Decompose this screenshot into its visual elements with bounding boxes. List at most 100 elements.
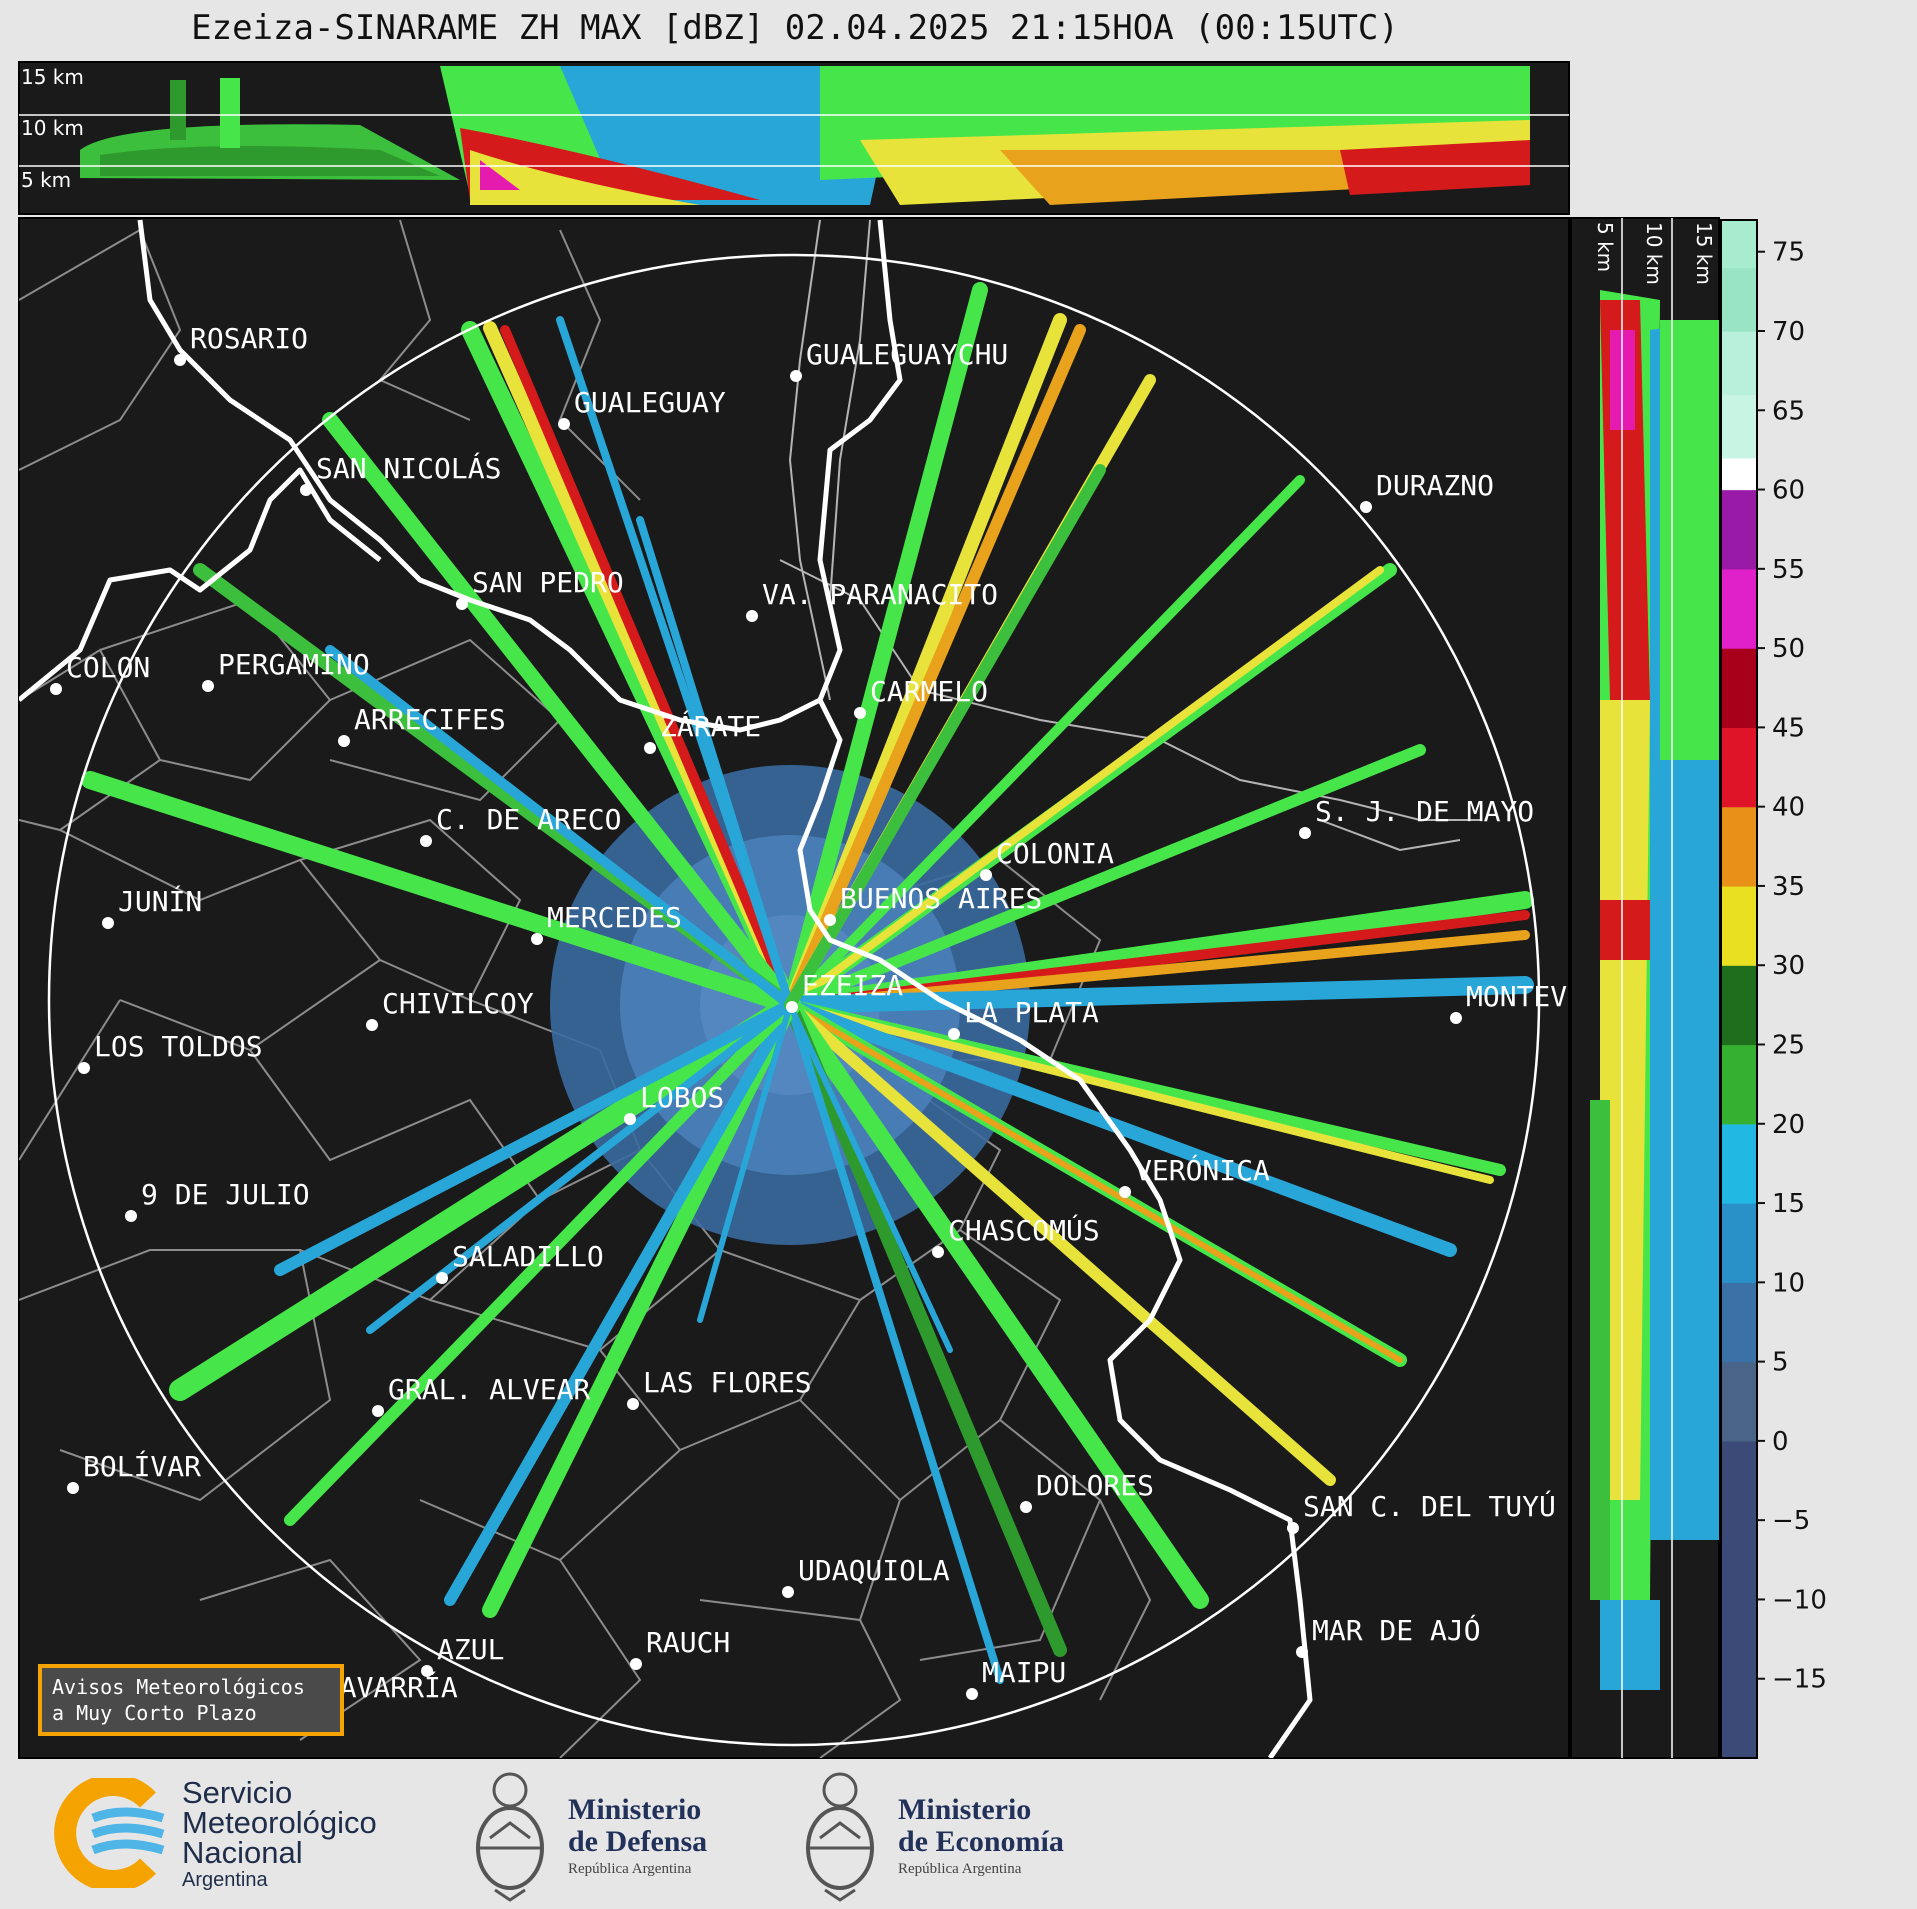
city-marker: DOLORES bbox=[1020, 1469, 1154, 1513]
colorbar-band bbox=[1721, 1583, 1757, 1601]
city-label: EZEIZA bbox=[802, 969, 903, 1002]
top-cross-section-panel: 15 km 10 km 5 km bbox=[18, 61, 1570, 215]
city-marker: SAN NICOLÁS bbox=[300, 451, 501, 496]
defensa-line3: República Argentina bbox=[568, 1861, 692, 1877]
colorbar-band bbox=[1721, 759, 1757, 776]
city-marker: EZEIZA bbox=[786, 969, 903, 1013]
defensa-line1: Ministerio bbox=[568, 1793, 702, 1826]
avisos-line2: a Muy Corto Plazo bbox=[52, 1701, 257, 1725]
colorbar-band bbox=[1721, 1298, 1757, 1315]
city-label: DOLORES bbox=[1036, 1469, 1154, 1502]
city-dot bbox=[790, 370, 802, 382]
economia-line3: República Argentina bbox=[898, 1861, 1022, 1877]
city-dot bbox=[436, 1272, 448, 1284]
city-marker: 9 DE JULIO bbox=[125, 1178, 310, 1222]
colorbar-band bbox=[1721, 1742, 1757, 1759]
economia-seal-icon bbox=[800, 1768, 880, 1907]
colorbar-band bbox=[1721, 1393, 1757, 1410]
city-marker: BUENOS AIRES bbox=[824, 882, 1042, 926]
city-dot bbox=[1360, 501, 1372, 513]
city-dot bbox=[980, 869, 992, 881]
top-altitude-label: 10 km bbox=[21, 116, 84, 140]
smn-line1: Servicio bbox=[182, 1775, 293, 1810]
city-dot bbox=[932, 1246, 944, 1258]
city-marker: ARRECIFES bbox=[338, 703, 506, 747]
colorbar-band bbox=[1721, 267, 1757, 285]
city-label: LOBOS bbox=[640, 1081, 724, 1114]
defensa-line2: de Defensa bbox=[568, 1825, 708, 1858]
city-dot bbox=[1296, 1646, 1308, 1658]
colorbar-tick-label: −5 bbox=[1772, 1506, 1810, 1536]
city-marker: GUALEGUAYCHU bbox=[790, 338, 1008, 382]
colorbar-band bbox=[1721, 299, 1757, 316]
colorbar-tick-label: 50 bbox=[1772, 634, 1805, 664]
city-label: MERCEDES bbox=[547, 901, 682, 934]
colorbar-band bbox=[1721, 505, 1757, 522]
city-marker: SAN C. DEL TUYÚ bbox=[1287, 1489, 1556, 1534]
colorbar-band bbox=[1721, 1187, 1757, 1204]
colorbar-band bbox=[1721, 1726, 1757, 1743]
colorbar-band bbox=[1721, 1107, 1757, 1125]
city-marker: RAUCH bbox=[630, 1626, 730, 1670]
side-cross-section-echoes bbox=[1590, 290, 1719, 1690]
side-altitude-label: 15 km bbox=[1692, 222, 1716, 285]
city-label: 9 DE JULIO bbox=[141, 1178, 310, 1211]
city-label: ROSARIO bbox=[190, 322, 308, 355]
colorbar-band bbox=[1721, 1092, 1757, 1109]
city-dot bbox=[824, 914, 836, 926]
city-dot bbox=[1119, 1186, 1131, 1198]
colorbar-band bbox=[1721, 410, 1757, 427]
range-ring bbox=[47, 253, 1541, 1747]
city-dot bbox=[1287, 1522, 1299, 1534]
city-dot bbox=[1450, 1012, 1462, 1024]
city-label: VA. PARANACITO bbox=[762, 578, 998, 611]
colorbar-tick-label: 35 bbox=[1772, 872, 1805, 902]
city-label: CHIVILCOY bbox=[382, 987, 534, 1020]
city-label: COLONIA bbox=[996, 837, 1114, 870]
city-dot bbox=[746, 610, 758, 622]
colorbar-band bbox=[1721, 568, 1757, 586]
colorbar-band bbox=[1721, 1710, 1757, 1727]
radar-map-figure: 15 km 10 km 5 km bbox=[18, 61, 1827, 1759]
city-dot bbox=[421, 1665, 433, 1677]
economia-line1: Ministerio bbox=[898, 1793, 1032, 1826]
colorbar-band bbox=[1721, 981, 1757, 998]
colorbar-band bbox=[1721, 854, 1757, 871]
city-marker: LOS TOLDOS bbox=[78, 1030, 263, 1074]
city-marker: AZUL bbox=[421, 1633, 504, 1677]
city-marker: UDAQUIOLA bbox=[782, 1554, 950, 1598]
city-label: SAN C. DEL TUYÚ bbox=[1303, 1489, 1556, 1523]
colorbar-band bbox=[1721, 901, 1757, 919]
colorbar-band bbox=[1721, 1409, 1757, 1426]
colorbar-band bbox=[1721, 1631, 1757, 1648]
city-marker: LA PLATA bbox=[948, 996, 1099, 1040]
colorbar-band bbox=[1721, 552, 1757, 570]
colorbar-band bbox=[1721, 822, 1757, 839]
city-label: DURAZNO bbox=[1376, 469, 1494, 502]
avisos-box[interactable]: Avisos Meteorológicos a Muy Corto Plazo bbox=[38, 1664, 344, 1736]
city-label: S. J. DE MAYO bbox=[1315, 795, 1534, 828]
colorbar-band bbox=[1721, 1488, 1757, 1505]
colorbar-tick-label: −10 bbox=[1772, 1585, 1827, 1615]
city-label: BOLÍVAR bbox=[83, 1449, 201, 1483]
colorbar-band bbox=[1721, 251, 1757, 269]
city-label: LA PLATA bbox=[964, 996, 1099, 1029]
city-dot bbox=[78, 1062, 90, 1074]
city-marker: C. DE ARECO bbox=[420, 803, 621, 847]
city-label: UDAQUIOLA bbox=[798, 1554, 950, 1587]
colorbar-band bbox=[1721, 1678, 1757, 1696]
colorbar-band bbox=[1721, 1266, 1757, 1283]
city-dot bbox=[420, 835, 432, 847]
city-dot bbox=[174, 354, 186, 366]
colorbar-band bbox=[1721, 1139, 1757, 1157]
city-label: AZUL bbox=[437, 1633, 504, 1666]
city-dot bbox=[338, 735, 350, 747]
colorbar-band bbox=[1721, 394, 1757, 411]
colorbar-band bbox=[1721, 1076, 1757, 1093]
colorbar-band bbox=[1721, 1345, 1757, 1363]
avisos-line1: Avisos Meteorológicos bbox=[52, 1675, 305, 1699]
city-dot bbox=[1299, 827, 1311, 839]
city-marker: PERGAMINO bbox=[202, 648, 370, 692]
city-dot bbox=[125, 1210, 137, 1222]
colorbar-band bbox=[1721, 1551, 1757, 1569]
